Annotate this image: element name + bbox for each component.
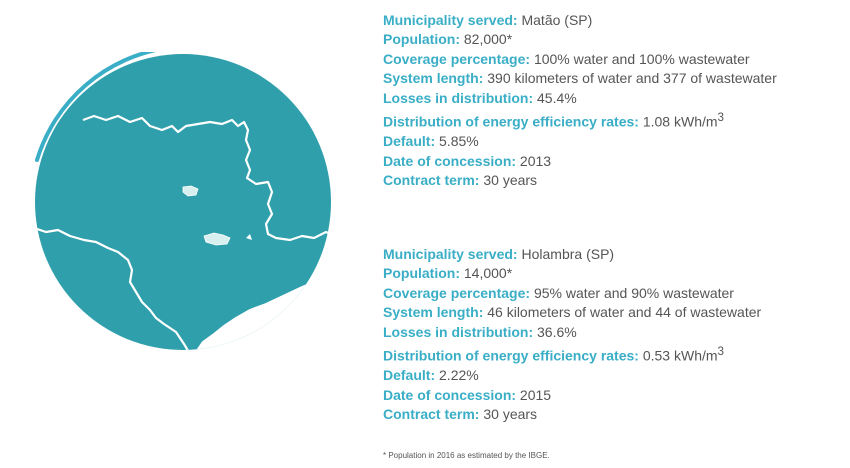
- system-length-row: System length: 390 kilometers of water a…: [383, 69, 777, 88]
- default-row: Default: 5.85%: [383, 132, 777, 151]
- population-footnote: * Population in 2016 as estimated by the…: [383, 451, 550, 460]
- energy-label: Distribution of energy efficiency rates:: [383, 113, 639, 130]
- small-area: [246, 234, 252, 240]
- losses-value: 36.6%: [537, 323, 577, 340]
- municipality-label: Municipality served:: [383, 246, 518, 262]
- concession-date-label: Date of concession:: [383, 152, 517, 169]
- municipality-value: Matão (SP): [521, 12, 593, 28]
- losses-row: Losses in distribution: 45.4%: [383, 89, 777, 108]
- contract-term-label: Contract term:: [383, 171, 480, 188]
- matao-area: [182, 185, 199, 197]
- coverage-row: Coverage percentage: 95% water and 90% w…: [383, 284, 761, 303]
- energy-value: 1.08 kWh/m: [642, 113, 718, 130]
- concession-date-value: 2013: [519, 152, 552, 169]
- outer-arc: [35, 52, 157, 162]
- system-length-label: System length:: [383, 70, 484, 87]
- state-border-west: [35, 226, 196, 350]
- concession-date-row: Date of concession: 2013: [383, 152, 777, 171]
- population-value: 82,000*: [463, 31, 513, 48]
- default-value: 5.85%: [439, 133, 479, 150]
- energy-value: 0.53 kWh/m: [642, 347, 718, 364]
- population-label: Population:: [383, 265, 460, 282]
- map-disc: [35, 54, 331, 350]
- holambra-area: [203, 232, 231, 246]
- losses-label: Losses in distribution:: [383, 89, 534, 106]
- municipality-info-2: Municipality served: Holambra (SP) Popul…: [383, 245, 761, 424]
- coverage-value: 95% water and 90% wastewater: [533, 284, 734, 301]
- sao-paulo-map: [28, 52, 348, 372]
- coverage-label: Coverage percentage:: [383, 50, 531, 67]
- coverage-label: Coverage percentage:: [383, 284, 531, 301]
- municipality-row: Municipality served: Holambra (SP): [383, 245, 761, 264]
- contract-term-value: 30 years: [483, 171, 538, 188]
- default-label: Default:: [383, 367, 436, 384]
- system-length-value: 46 kilometers of water and 44 of wastewa…: [487, 304, 762, 321]
- state-border-north: [82, 114, 331, 242]
- system-length-value: 390 kilometers of water and 377 of waste…: [487, 70, 777, 87]
- contract-term-row: Contract term: 30 years: [383, 405, 761, 424]
- energy-label: Distribution of energy efficiency rates:: [383, 347, 639, 364]
- municipality-row: Municipality served: Matão (SP): [383, 11, 777, 30]
- system-length-label: System length:: [383, 304, 484, 321]
- concession-date-value: 2015: [519, 386, 552, 403]
- population-row: Population: 82,000*: [383, 30, 777, 49]
- contract-term-value: 30 years: [483, 405, 538, 422]
- population-row: Population: 14,000*: [383, 264, 761, 283]
- map-graphic: [35, 52, 331, 350]
- losses-label: Losses in distribution:: [383, 323, 534, 340]
- default-row: Default: 2.22%: [383, 366, 761, 385]
- losses-row: Losses in distribution: 36.6%: [383, 323, 761, 342]
- energy-row: Distribution of energy efficiency rates:…: [383, 108, 777, 132]
- concession-date-label: Date of concession:: [383, 386, 517, 403]
- default-value: 2.22%: [439, 367, 479, 384]
- system-length-row: System length: 46 kilometers of water an…: [383, 303, 761, 322]
- default-label: Default:: [383, 133, 436, 150]
- municipality-label: Municipality served:: [383, 12, 518, 28]
- energy-unit-superscript: 3: [717, 345, 725, 359]
- population-value: 14,000*: [463, 265, 513, 282]
- contract-term-row: Contract term: 30 years: [383, 171, 777, 190]
- energy-unit-superscript: 3: [717, 111, 725, 125]
- losses-value: 45.4%: [537, 89, 577, 106]
- municipality-info-1: Municipality served: Matão (SP) Populati…: [383, 11, 777, 190]
- coverage-row: Coverage percentage: 100% water and 100%…: [383, 50, 777, 69]
- contract-term-label: Contract term:: [383, 405, 480, 422]
- population-label: Population:: [383, 31, 460, 48]
- concession-date-row: Date of concession: 2015: [383, 386, 761, 405]
- coverage-value: 100% water and 100% wastewater: [533, 50, 750, 67]
- municipality-value: Holambra (SP): [521, 246, 615, 262]
- energy-row: Distribution of energy efficiency rates:…: [383, 342, 761, 366]
